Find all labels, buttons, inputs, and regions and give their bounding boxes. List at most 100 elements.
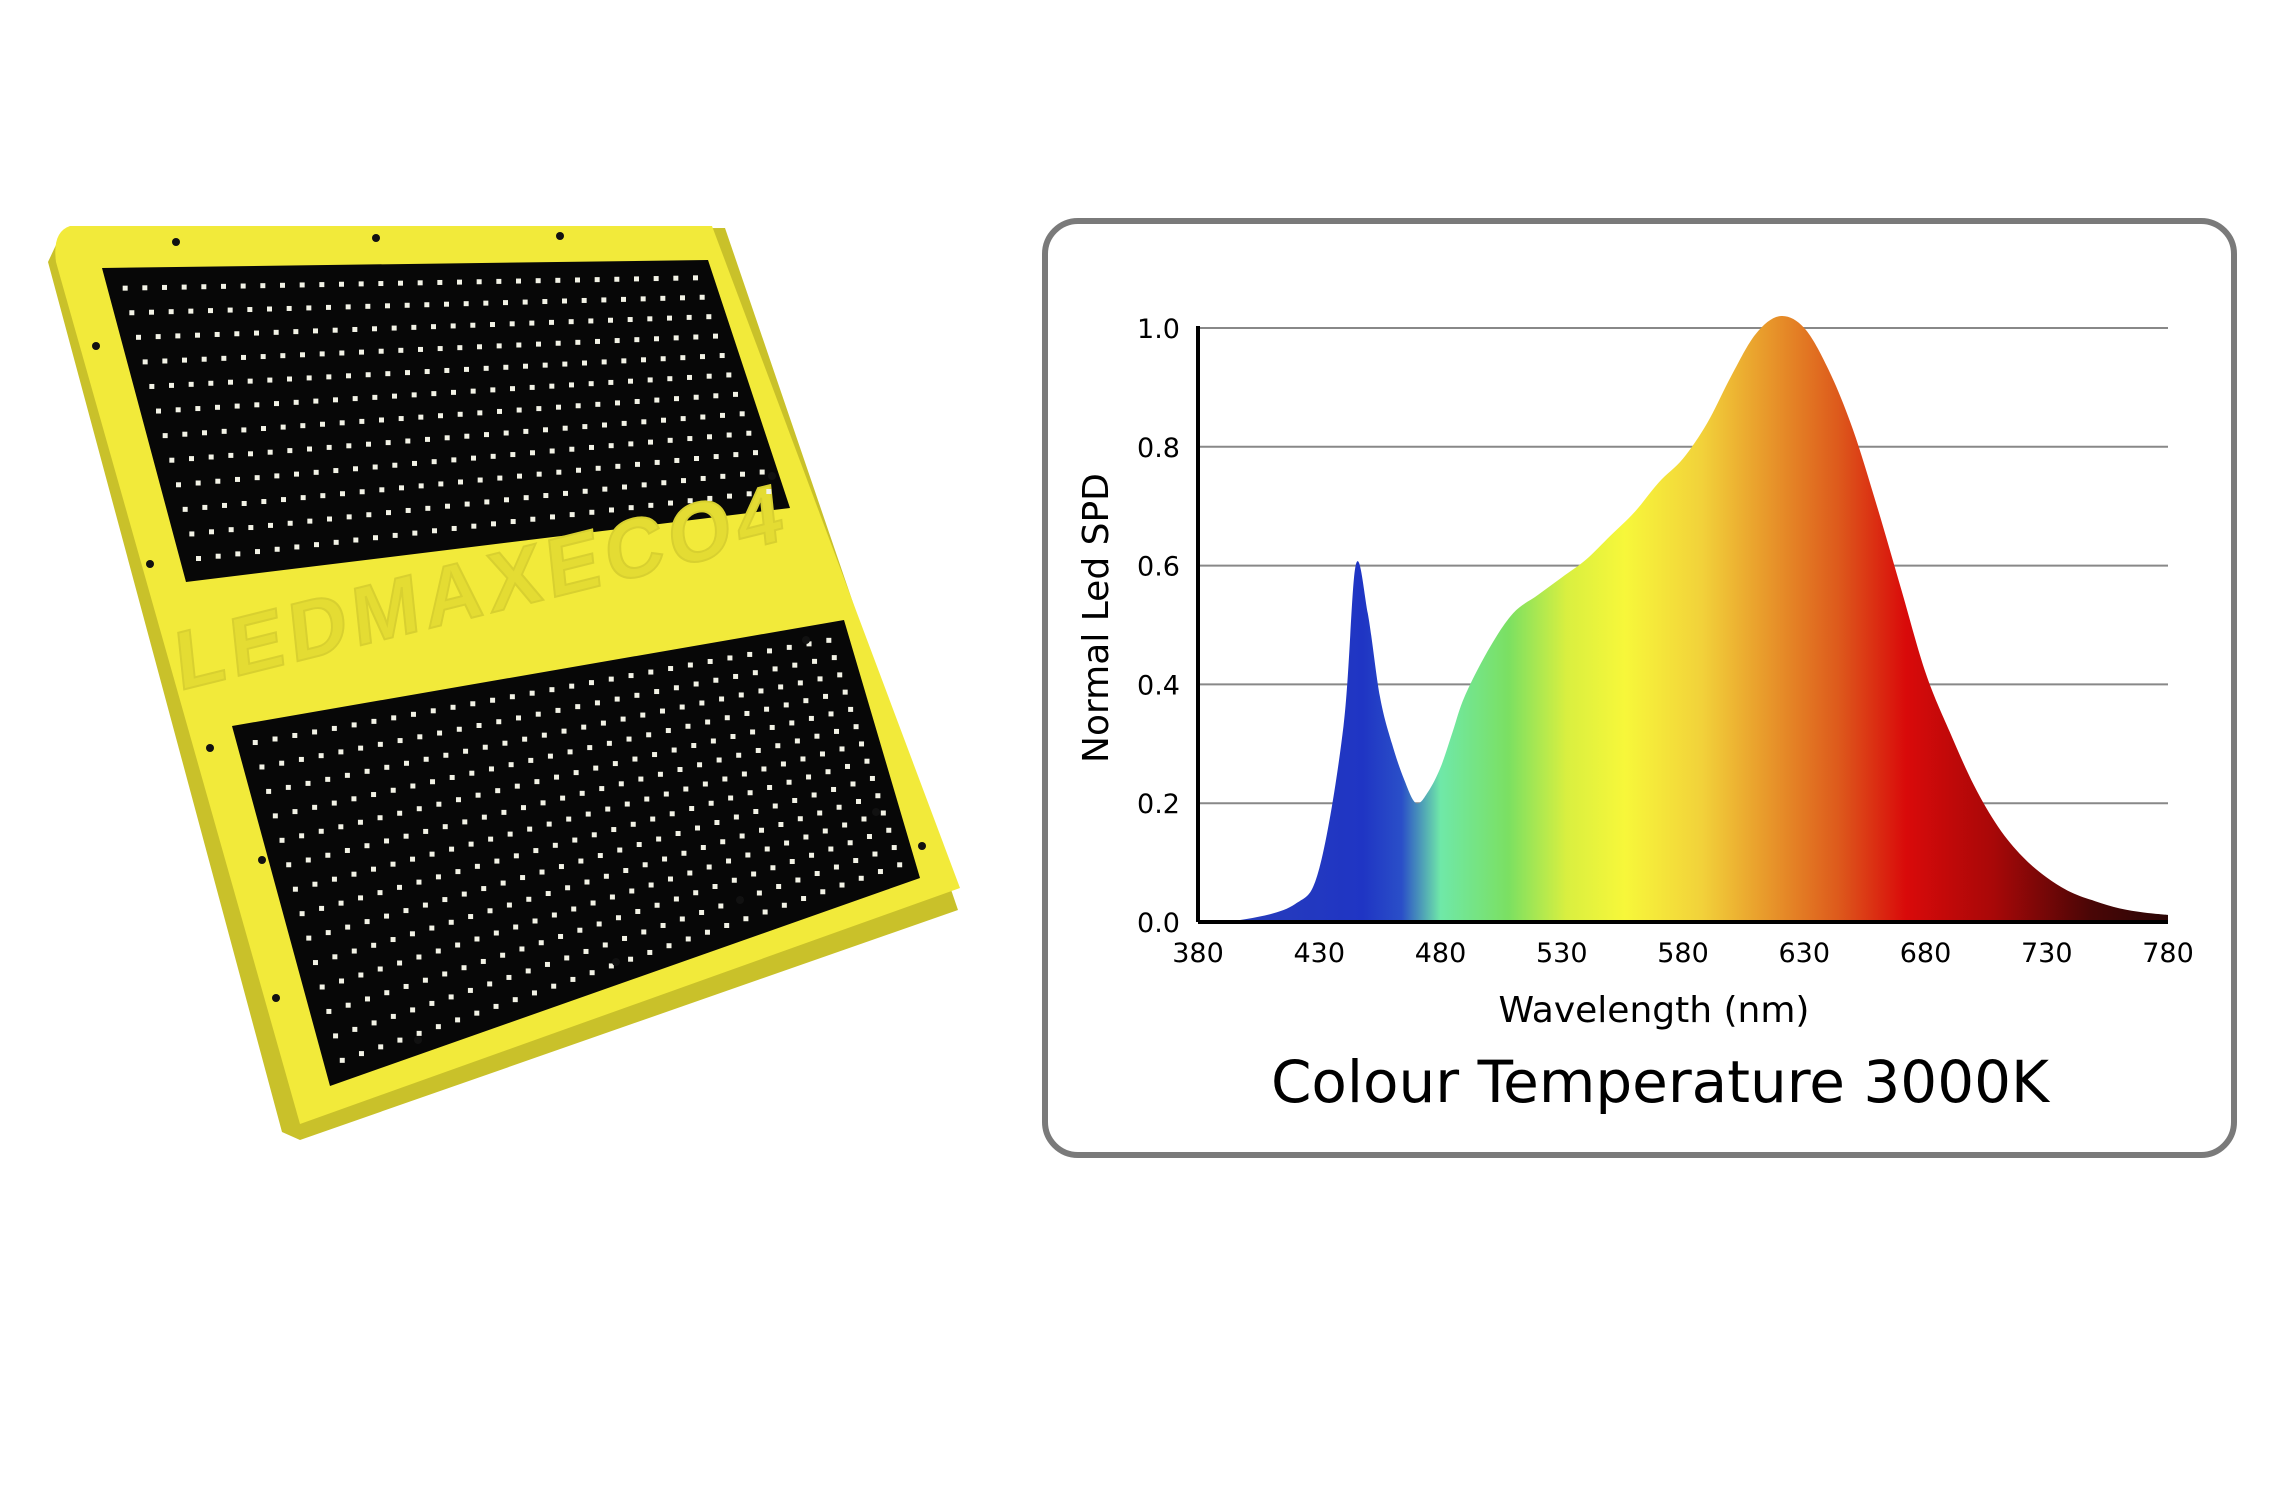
- led-chip: [455, 797, 461, 803]
- led-chip: [273, 329, 279, 335]
- led-chip: [661, 417, 666, 423]
- led-chip: [189, 531, 195, 537]
- led-chip: [622, 935, 628, 941]
- led-chip: [403, 983, 409, 989]
- led-chip: [392, 532, 398, 538]
- led-chip: [833, 864, 839, 870]
- led-chip: [418, 414, 424, 420]
- led-chip: [493, 930, 499, 936]
- led-chip: [403, 833, 409, 839]
- led-chip: [318, 828, 324, 834]
- led-chip: [423, 756, 429, 762]
- led-chip: [628, 956, 634, 962]
- led-chip: [471, 455, 476, 461]
- led-chip: [325, 776, 331, 782]
- led-chip: [766, 488, 772, 494]
- led-chip: [481, 886, 487, 892]
- led-chip: [169, 382, 174, 388]
- led-chip: [794, 738, 800, 744]
- led-chip: [826, 637, 832, 643]
- led-chip: [438, 481, 444, 487]
- led-chip: [181, 284, 187, 290]
- led-chip: [444, 301, 449, 307]
- led-chip: [462, 819, 468, 825]
- led-chip: [470, 701, 476, 707]
- led-chip: [591, 832, 597, 838]
- y-tick-label: 0.4: [1137, 670, 1180, 701]
- led-chip: [724, 715, 730, 721]
- led-chip: [783, 702, 789, 708]
- led-chip: [576, 467, 581, 473]
- led-chip: [641, 357, 646, 363]
- led-chip: [617, 847, 623, 853]
- x-tick-label: 580: [1657, 938, 1709, 969]
- led-chip: [770, 865, 776, 871]
- led-chip: [738, 692, 744, 698]
- led-chip: [272, 813, 278, 819]
- led-chip: [724, 922, 730, 928]
- led-chip: [767, 784, 773, 790]
- led-chip: [189, 456, 194, 462]
- led-chip: [602, 942, 608, 948]
- led-chip: [267, 306, 272, 312]
- led-chip: [175, 333, 181, 339]
- led-chip: [708, 800, 714, 806]
- led-chip: [313, 469, 319, 475]
- mounting-hole: [92, 342, 100, 350]
- led-chip: [686, 314, 692, 320]
- led-chip: [339, 1057, 345, 1063]
- led-chip: [772, 803, 778, 809]
- led-chip: [477, 410, 483, 416]
- led-chip: [556, 404, 561, 410]
- led-chip: [743, 916, 749, 922]
- x-tick-label: 380: [1172, 938, 1224, 969]
- led-chip: [753, 808, 759, 814]
- led-chip: [836, 804, 842, 810]
- led-chip: [707, 434, 712, 440]
- led-chip: [516, 407, 522, 413]
- led-chip: [706, 373, 712, 379]
- led-chip: [720, 412, 725, 418]
- led-chip: [596, 921, 602, 927]
- led-chip: [299, 833, 305, 839]
- led-chip: [595, 465, 601, 471]
- led-chip: [292, 809, 298, 815]
- led-chip: [175, 407, 181, 413]
- led-chip: [762, 909, 768, 915]
- led-chip: [597, 853, 603, 859]
- led-chip: [377, 815, 383, 821]
- led-chip: [801, 896, 807, 902]
- led-chip: [699, 700, 705, 706]
- led-chip: [209, 529, 214, 535]
- led-chip: [642, 862, 648, 868]
- led-chip: [182, 431, 188, 437]
- led-chip: [493, 1003, 499, 1009]
- led-chip: [700, 475, 706, 481]
- led-chip: [726, 432, 732, 438]
- led-chip: [503, 300, 508, 306]
- led-chip: [761, 766, 767, 772]
- led-chip: [252, 740, 258, 746]
- led-chip: [338, 900, 344, 906]
- led-chip: [353, 537, 359, 543]
- led-chip: [764, 846, 770, 852]
- led-chip: [529, 320, 535, 326]
- led-chip: [280, 424, 286, 430]
- led-chip: [621, 420, 627, 426]
- led-chip: [601, 297, 607, 303]
- led-chip: [595, 338, 600, 344]
- led-chip: [248, 451, 253, 457]
- led-chip: [786, 779, 792, 785]
- led-chip: [720, 473, 726, 479]
- led-chip: [470, 388, 476, 394]
- led-chip: [575, 704, 581, 710]
- led-chip: [450, 323, 456, 329]
- led-chip: [306, 935, 312, 941]
- led-chip: [512, 997, 518, 1003]
- led-chip: [377, 890, 383, 896]
- led-chip: [385, 303, 390, 309]
- led-chip: [575, 339, 581, 345]
- led-chip: [685, 936, 691, 942]
- led-chip: [530, 450, 535, 456]
- led-chip: [359, 418, 365, 424]
